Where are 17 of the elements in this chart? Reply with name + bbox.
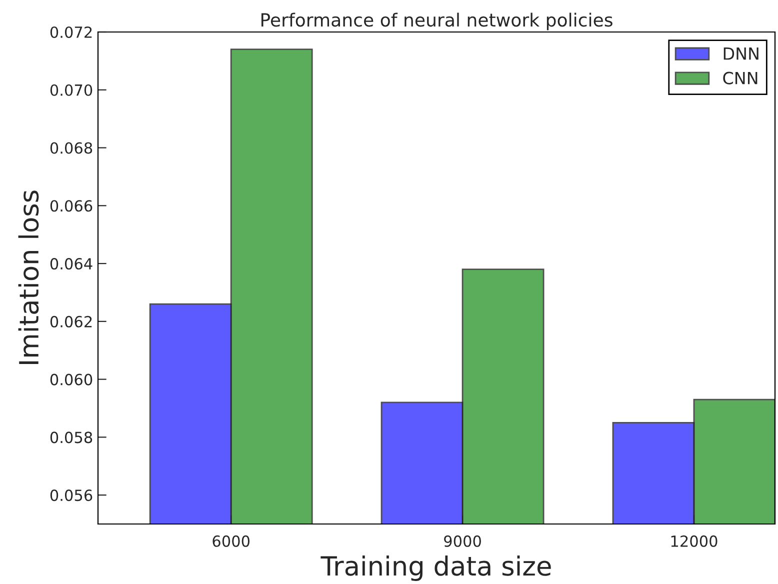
y-tick-label: 0.070 <box>50 84 92 96</box>
legend-label: CNN <box>723 72 758 84</box>
y-tick-label: 0.064 <box>50 258 92 270</box>
y-tick-label: 0.072 <box>50 26 92 38</box>
y-axis-title: Imitation loss <box>18 190 39 364</box>
x-tick-label: 12000 <box>671 535 718 547</box>
y-tick-label: 0.058 <box>50 432 92 444</box>
y-tick-label: 0.056 <box>50 490 92 502</box>
y-tick-label: 0.068 <box>50 142 92 154</box>
legend-label: DNN <box>724 48 758 60</box>
x-axis-title: Training data size <box>320 555 551 581</box>
y-tick-label: 0.060 <box>50 374 92 386</box>
x-tick-label: 6000 <box>212 535 250 547</box>
y-tick-label: 0.062 <box>50 316 92 328</box>
chart-title: Performance of neural network policies <box>261 12 612 30</box>
x-tick-label: 9000 <box>444 535 481 547</box>
y-tick-label: 0.066 <box>50 200 92 212</box>
